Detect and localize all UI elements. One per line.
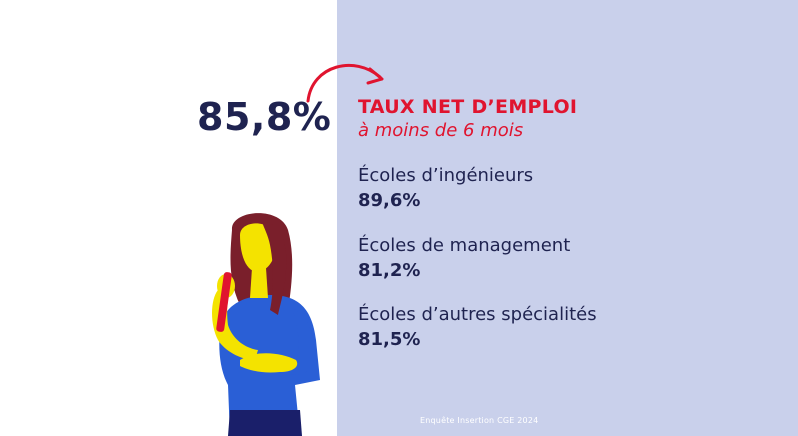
category-label-management: Écoles de management xyxy=(358,235,571,256)
category-label-engineering: Écoles d’ingénieurs xyxy=(358,165,534,186)
headline-title: TAUX NET D’EMPLOI xyxy=(358,96,578,118)
headline-subtitle: à moins de 6 mois xyxy=(358,120,524,141)
right-panel xyxy=(337,0,798,436)
category-value-other: 81,5% xyxy=(358,329,421,350)
category-label-other: Écoles d’autres spécialités xyxy=(358,304,597,325)
curved-arrow-icon xyxy=(306,63,384,103)
category-value-management: 81,2% xyxy=(358,260,421,281)
source-footer: Enquête Insertion CGE 2024 xyxy=(420,416,539,425)
category-value-engineering: 89,6% xyxy=(358,190,421,211)
woman-with-microphone-illustration xyxy=(212,213,320,436)
